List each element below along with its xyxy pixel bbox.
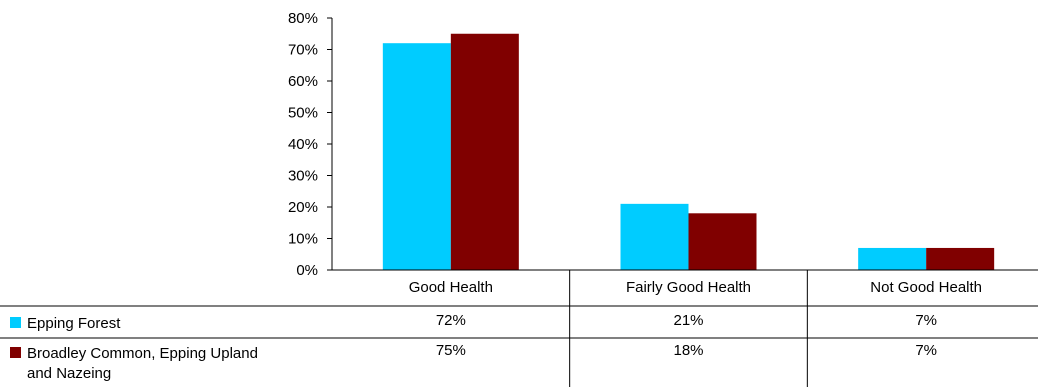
legend-swatch-epping-forest bbox=[10, 317, 21, 328]
legend-label-line: Epping Forest bbox=[27, 315, 121, 332]
y-tick-label: 0% bbox=[296, 262, 318, 279]
y-tick-label: 60% bbox=[288, 73, 318, 90]
data-value-epping-forest-good-health: 72% bbox=[436, 312, 466, 329]
y-tick-label: 50% bbox=[288, 105, 318, 122]
data-value-broadley-common-epping-upland-and-nazeing-fairly-good-health: 18% bbox=[673, 342, 703, 359]
bars-layer bbox=[382, 33, 995, 271]
y-tick-label: 30% bbox=[288, 168, 318, 185]
data-value-broadley-common-epping-upland-and-nazeing-good-health: 75% bbox=[436, 342, 466, 359]
y-tick-label: 80% bbox=[288, 10, 318, 27]
legend-label-epping-forest: Epping Forest bbox=[27, 315, 121, 332]
axes-layer: 0% 10% 20% 30% 40% 50% 60% 70% 80% bbox=[288, 10, 1038, 279]
legend-label-line: and Nazeing bbox=[27, 365, 111, 382]
bar-broadley-common-epping-upland-and-nazeing-fairly-good-health bbox=[688, 213, 757, 270]
x-category-label: Fairly Good Health bbox=[626, 279, 751, 296]
data-table: Good Health Fairly Good Health Not Good He… bbox=[0, 270, 1038, 387]
data-value-broadley-common-epping-upland-and-nazeing-not-good-health: 7% bbox=[915, 342, 937, 359]
data-value-epping-forest-fairly-good-health: 21% bbox=[673, 312, 703, 329]
legend-label-broadley-common-epping-upland-and-nazeing: Broadley Common, Epping Upland and Nazein… bbox=[27, 345, 258, 382]
x-category-label: Not Good Health bbox=[870, 279, 982, 296]
y-tick-label: 40% bbox=[288, 136, 318, 153]
x-category-label: Good Health bbox=[409, 279, 493, 296]
bar-broadley-common-epping-upland-and-nazeing-good-health bbox=[450, 33, 519, 270]
bar-epping-forest-not-good-health bbox=[858, 247, 927, 270]
bar-epping-forest-fairly-good-health bbox=[620, 203, 689, 270]
y-tick-label: 70% bbox=[288, 42, 318, 59]
y-tick-label: 20% bbox=[288, 199, 318, 216]
bar-epping-forest-good-health bbox=[382, 43, 451, 271]
legend-label-line: Broadley Common, Epping Upland bbox=[27, 345, 258, 362]
y-tick-label: 10% bbox=[288, 231, 318, 248]
legend-swatch-broadley-common-epping-upland-and-nazeing bbox=[10, 347, 21, 358]
bar-broadley-common-epping-upland-and-nazeing-not-good-health bbox=[926, 247, 995, 270]
data-value-epping-forest-not-good-health: 7% bbox=[915, 312, 937, 329]
